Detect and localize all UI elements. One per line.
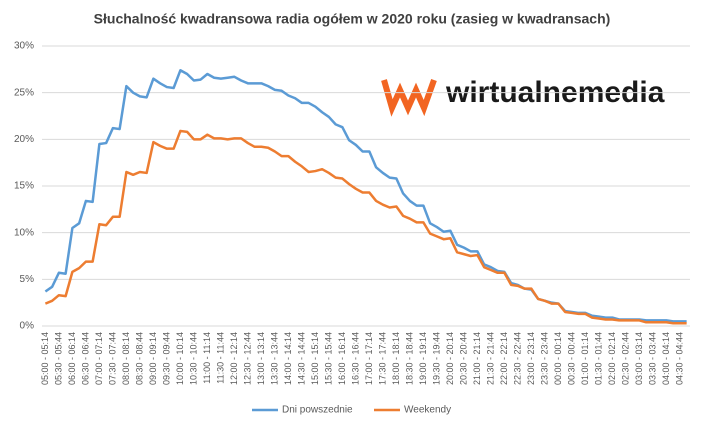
x-tick-label: 16:00 - 16:14 <box>337 332 347 385</box>
y-tick-label: 5% <box>20 274 35 285</box>
x-tick-label: 04:30 - 04:44 <box>674 332 684 385</box>
x-tick-label: 15:30 - 15:44 <box>323 332 333 385</box>
logo-icon <box>381 78 437 117</box>
x-tick-label: 07:00 - 07:14 <box>94 332 104 385</box>
legend-label: Dni powszednie <box>282 405 353 416</box>
y-tick-label: 15% <box>14 181 34 192</box>
x-tick-label: 22:00 - 22:14 <box>499 332 509 385</box>
x-tick-label: 17:30 - 17:44 <box>377 332 387 385</box>
x-tick-label: 10:30 - 10:44 <box>188 332 198 385</box>
x-tick-label: 18:00 - 18:14 <box>391 332 401 385</box>
x-tick-label: 04:00 - 04:14 <box>661 332 671 385</box>
x-tick-label: 12:00 - 12:14 <box>229 332 239 385</box>
y-tick-label: 10% <box>14 227 34 238</box>
x-tick-label: 22:30 - 22:44 <box>512 332 522 385</box>
x-tick-label: 14:30 - 14:44 <box>296 332 306 385</box>
x-tick-label: 08:30 - 08:44 <box>134 332 144 385</box>
chart-title: Słuchalność kwadransowa radia ogółem w 2… <box>94 11 611 27</box>
x-tick-label: 08:00 - 08:14 <box>121 332 131 385</box>
x-tick-label: 02:00 - 02:14 <box>607 332 617 385</box>
x-tick-label: 18:30 - 18:44 <box>404 332 414 385</box>
y-tick-label: 0% <box>20 321 35 332</box>
x-tick-label: 06:00 - 06:14 <box>67 332 77 385</box>
x-tick-label: 02:30 - 02:44 <box>620 332 630 385</box>
x-tick-label: 16:30 - 16:44 <box>350 332 360 385</box>
y-tick-label: 30% <box>14 41 34 52</box>
x-tick-label: 09:30 - 09:44 <box>161 332 171 385</box>
x-tick-label: 03:30 - 03:44 <box>647 332 657 385</box>
x-tick-label: 03:00 - 03:14 <box>634 332 644 385</box>
x-tick-label: 05:00 - 05:14 <box>40 332 50 385</box>
x-tick-label: 21:00 - 21:14 <box>472 332 482 385</box>
x-tick-label: 11:30 - 11:44 <box>215 332 225 384</box>
x-tick-label: 21:30 - 21:44 <box>485 332 495 385</box>
x-tick-label: 19:00 - 19:14 <box>418 332 428 385</box>
x-tick-label: 14:00 - 14:14 <box>283 332 293 385</box>
x-tick-label: 07:30 - 07:44 <box>107 332 117 385</box>
x-tick-label: 15:00 - 15:14 <box>310 332 320 385</box>
y-tick-label: 25% <box>14 87 34 98</box>
x-tick-label: 01:00 - 01:14 <box>580 332 590 385</box>
x-tick-label: 12:30 - 12:44 <box>242 332 252 385</box>
x-tick-label: 20:30 - 20:44 <box>458 332 468 385</box>
x-tick-label: 11:00 - 11:14 <box>202 332 212 384</box>
x-tick-label: 19:30 - 19:44 <box>431 332 441 385</box>
y-tick-label: 20% <box>14 134 34 145</box>
legend-label: Weekendy <box>404 405 451 416</box>
x-tick-label: 00:30 - 00:44 <box>566 332 576 385</box>
x-tick-label: 10:00 - 10:14 <box>175 332 185 385</box>
x-tick-label: 13:30 - 13:44 <box>269 332 279 385</box>
x-tick-label: 01:30 - 01:44 <box>593 332 603 385</box>
x-tick-label: 23:30 - 23:44 <box>539 332 549 385</box>
x-tick-label: 23:00 - 23:14 <box>526 332 536 385</box>
x-tick-label: 09:00 - 09:14 <box>148 332 158 385</box>
x-tick-label: 20:00 - 20:14 <box>445 332 455 385</box>
series-line <box>44 129 687 325</box>
x-tick-label: 00:00 - 00:14 <box>553 332 563 385</box>
x-tick-label: 17:00 - 17:14 <box>364 332 374 385</box>
x-tick-label: 13:00 - 13:14 <box>256 332 266 385</box>
x-tick-label: 05:30 - 05:44 <box>53 332 63 385</box>
x-tick-label: 06:30 - 06:44 <box>80 332 90 385</box>
